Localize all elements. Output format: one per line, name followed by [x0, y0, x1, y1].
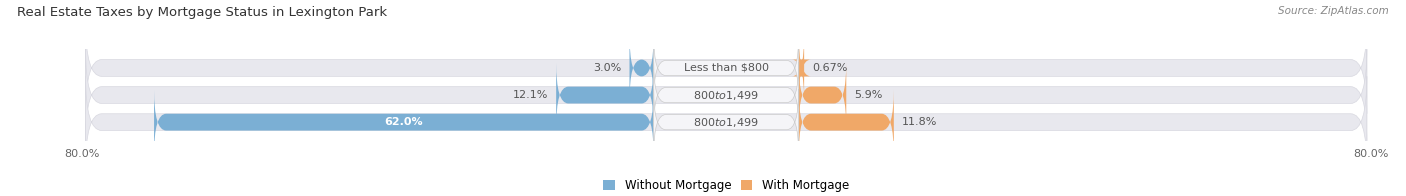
Text: 0.67%: 0.67% [813, 63, 848, 73]
Text: 12.1%: 12.1% [513, 90, 548, 100]
Text: 11.8%: 11.8% [901, 117, 938, 127]
FancyBboxPatch shape [654, 35, 799, 101]
Text: 62.0%: 62.0% [385, 117, 423, 127]
FancyBboxPatch shape [799, 90, 894, 154]
FancyBboxPatch shape [86, 76, 1367, 168]
FancyBboxPatch shape [792, 36, 811, 100]
Legend: Without Mortgage, With Mortgage: Without Mortgage, With Mortgage [603, 179, 849, 192]
FancyBboxPatch shape [86, 22, 1367, 114]
FancyBboxPatch shape [654, 89, 799, 155]
Text: $800 to $1,499: $800 to $1,499 [693, 116, 759, 129]
FancyBboxPatch shape [654, 62, 799, 128]
FancyBboxPatch shape [557, 63, 654, 127]
FancyBboxPatch shape [799, 63, 846, 127]
FancyBboxPatch shape [155, 90, 654, 154]
Text: 3.0%: 3.0% [593, 63, 621, 73]
FancyBboxPatch shape [86, 49, 1367, 141]
Text: Less than $800: Less than $800 [683, 63, 769, 73]
Text: 5.9%: 5.9% [855, 90, 883, 100]
Text: $800 to $1,499: $800 to $1,499 [693, 89, 759, 102]
Text: Source: ZipAtlas.com: Source: ZipAtlas.com [1278, 6, 1389, 16]
FancyBboxPatch shape [630, 36, 654, 100]
Text: Real Estate Taxes by Mortgage Status in Lexington Park: Real Estate Taxes by Mortgage Status in … [17, 6, 387, 19]
